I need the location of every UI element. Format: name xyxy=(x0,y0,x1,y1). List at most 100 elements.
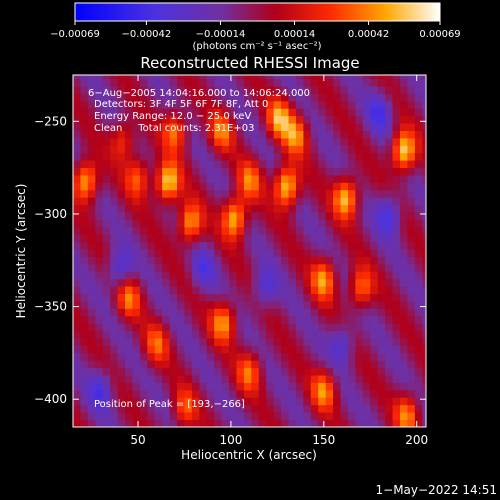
heatmap-cell xyxy=(206,189,215,198)
heatmap-cell xyxy=(295,226,304,235)
heatmap-cell xyxy=(392,78,401,87)
heatmap-cell xyxy=(407,204,416,213)
heatmap-cell xyxy=(288,137,297,146)
heatmap-cell xyxy=(147,93,156,102)
heatmap-cell xyxy=(355,75,364,80)
heatmap-cell xyxy=(266,197,275,206)
heatmap-cell xyxy=(191,345,200,354)
colorbar-tick-label: −0.00014 xyxy=(196,29,246,40)
heatmap-cell xyxy=(258,241,267,250)
heatmap-cell xyxy=(154,382,163,391)
heatmap-cell xyxy=(177,271,185,280)
heatmap-cell xyxy=(229,249,237,257)
heatmap-cell xyxy=(221,234,230,243)
heatmap-cell xyxy=(206,419,215,427)
heatmap-cell xyxy=(95,75,104,80)
heatmap-cell xyxy=(102,419,111,427)
heatmap-cell xyxy=(392,256,401,265)
heatmap-cell xyxy=(236,256,245,265)
heatmap-cell xyxy=(422,152,426,161)
heatmap-cell xyxy=(303,271,312,280)
heatmap-cell xyxy=(87,226,96,235)
heatmap-cell xyxy=(102,189,111,198)
heatmap-cell xyxy=(73,338,81,346)
heatmap-cell xyxy=(87,108,96,117)
heatmap-cell xyxy=(251,338,260,346)
heatmap-cell xyxy=(177,263,185,272)
heatmap-cell xyxy=(169,241,178,250)
heatmap-cell xyxy=(266,123,275,131)
heatmap-cell xyxy=(169,263,178,272)
heatmap-cell xyxy=(310,226,319,235)
heatmap-cell xyxy=(110,308,118,317)
heatmap-cell xyxy=(214,93,223,102)
heatmap-cell xyxy=(288,308,297,317)
heatmap-cell xyxy=(258,315,267,324)
heatmap-cell xyxy=(87,263,96,272)
heatmap-cell xyxy=(177,100,185,109)
heatmap-cell xyxy=(325,226,334,235)
heatmap-cell xyxy=(347,345,356,354)
heatmap-cell xyxy=(355,323,364,332)
heatmap-cell xyxy=(325,182,334,191)
heatmap-cell xyxy=(251,197,260,206)
heatmap-cell xyxy=(303,219,312,228)
heatmap-cell xyxy=(399,130,408,139)
heatmap-cell xyxy=(236,182,245,191)
heatmap-cell xyxy=(199,234,208,243)
heatmap-cell xyxy=(132,419,141,427)
heatmap-cell xyxy=(273,204,282,213)
heatmap-cell xyxy=(251,152,260,161)
heatmap-cell xyxy=(87,93,96,102)
heatmap-cell xyxy=(385,234,393,243)
heatmap-cell xyxy=(303,182,312,191)
heatmap-cell xyxy=(229,367,237,376)
heatmap-cell xyxy=(139,389,148,398)
heatmap-cell xyxy=(110,301,118,309)
heatmap-cell xyxy=(147,308,156,317)
heatmap-cell xyxy=(347,249,356,257)
heatmap-cell xyxy=(251,367,260,376)
heatmap-cell xyxy=(132,189,141,198)
heatmap-cell xyxy=(80,293,89,302)
heatmap-cell xyxy=(325,75,334,80)
heatmap-cell xyxy=(355,241,364,250)
heatmap-cell xyxy=(333,100,341,109)
heatmap-cell xyxy=(125,323,133,332)
heatmap-cell xyxy=(407,226,416,235)
heatmap-cell xyxy=(221,375,230,383)
y-tick-label: −400 xyxy=(34,392,67,406)
heatmap-cell xyxy=(266,130,275,139)
heatmap-cell xyxy=(318,226,327,235)
heatmap-cell xyxy=(110,108,118,117)
heatmap-cell xyxy=(154,234,163,243)
heatmap-cell xyxy=(310,108,319,117)
heatmap-cell xyxy=(370,256,379,265)
heatmap-cell xyxy=(243,330,252,339)
heatmap-cell xyxy=(303,130,312,139)
heatmap-cell xyxy=(125,338,133,346)
heatmap-cell xyxy=(295,175,304,183)
heatmap-cell xyxy=(295,249,304,257)
heatmap-cell xyxy=(414,175,423,183)
heatmap-cell xyxy=(340,382,349,391)
heatmap-cell xyxy=(214,397,223,406)
heatmap-cell xyxy=(80,152,89,161)
heatmap-cell xyxy=(362,86,371,94)
heatmap-cell xyxy=(243,367,252,376)
heatmap-cell xyxy=(117,212,126,220)
heatmap-cell xyxy=(87,256,96,265)
heatmap-cell xyxy=(199,93,208,102)
heatmap-cell xyxy=(73,152,81,161)
heatmap-cell xyxy=(407,75,416,80)
heatmap-cell xyxy=(206,323,215,332)
heatmap-cell xyxy=(266,323,275,332)
heatmap-cell xyxy=(414,100,423,109)
heatmap-cell xyxy=(422,323,426,332)
heatmap-cell xyxy=(95,308,104,317)
heatmap-cell xyxy=(236,367,245,376)
heatmap-cell xyxy=(177,182,185,191)
heatmap-cell xyxy=(258,330,267,339)
heatmap-cell xyxy=(117,226,126,235)
heatmap-cell xyxy=(236,263,245,272)
